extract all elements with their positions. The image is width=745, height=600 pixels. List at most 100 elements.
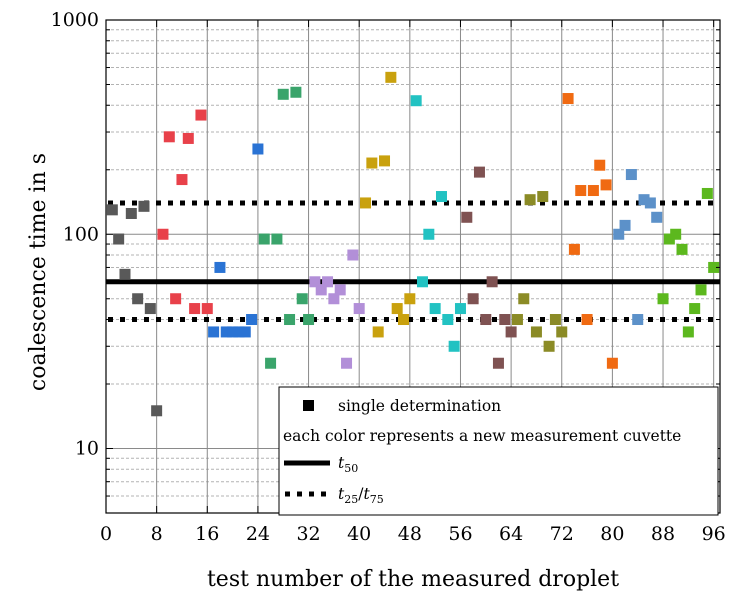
data-point-9-66: [518, 293, 530, 305]
data-point-10-76: [581, 314, 593, 326]
data-point-12-91: [676, 243, 688, 255]
data-point-2-16: [201, 303, 213, 315]
data-point-8-60: [480, 314, 492, 326]
data-point-9-70: [543, 340, 555, 352]
data-point-7-52: [429, 303, 441, 315]
data-point-3-19: [220, 326, 232, 338]
x-tick-label: 48: [398, 523, 422, 545]
data-point-2-11: [170, 293, 182, 305]
legend-t50-sub: 50: [344, 462, 358, 475]
data-point-4-29: [284, 314, 296, 326]
data-point-12-95: [701, 187, 713, 199]
data-point-1-1: [106, 204, 118, 216]
data-point-2-10: [163, 131, 175, 143]
legend-t25-symbol: t: [338, 485, 345, 503]
data-point-1-2: [113, 233, 125, 245]
legend: single determination each color represen…: [278, 386, 719, 516]
data-point-5-38: [341, 357, 353, 369]
data-point-7-51: [423, 228, 435, 240]
data-point-6-45: [385, 71, 397, 83]
data-point-12-90: [670, 228, 682, 240]
data-point-1-4: [125, 207, 137, 219]
data-point-11-82: [619, 219, 631, 231]
data-point-5-36: [328, 293, 340, 305]
data-point-11-86: [644, 197, 656, 209]
legend-label-t50: t50: [338, 454, 358, 475]
data-point-5-35: [322, 276, 334, 288]
data-point-3-20: [227, 326, 239, 338]
data-point-9-67: [524, 194, 536, 206]
data-point-2-12: [176, 174, 188, 186]
data-point-8-58: [467, 293, 479, 305]
data-point-10-78: [594, 159, 606, 171]
data-point-10-77: [587, 185, 599, 197]
data-point-11-87: [651, 211, 663, 223]
data-point-7-56: [454, 303, 466, 315]
legend-box: [278, 386, 719, 516]
data-point-11-83: [625, 169, 637, 181]
legend-label-single: single determination: [338, 397, 501, 415]
x-tick-label: 72: [550, 523, 574, 545]
data-point-4-28: [277, 88, 289, 100]
data-point-6-48: [404, 293, 416, 305]
x-tick-label: 32: [296, 523, 320, 545]
data-point-8-59: [473, 166, 485, 178]
data-point-7-54: [442, 314, 454, 326]
data-point-10-75: [575, 185, 587, 197]
x-tick-label: 24: [246, 523, 270, 545]
data-point-9-72: [556, 326, 568, 338]
data-point-3-18: [214, 261, 226, 273]
x-tick-label: 40: [347, 523, 371, 545]
data-point-6-46: [391, 303, 403, 315]
data-point-7-55: [448, 340, 460, 352]
data-point-10-80: [606, 357, 618, 369]
x-tick-label: 8: [151, 523, 163, 545]
data-point-11-81: [613, 228, 625, 240]
data-point-7-49: [410, 95, 422, 107]
data-point-12-96: [708, 261, 720, 273]
data-point-11-85: [638, 194, 650, 206]
data-point-10-79: [600, 179, 612, 191]
data-point-5-37: [334, 284, 346, 296]
data-point-1-6: [138, 200, 150, 212]
y-axis-title: coalescence time in s: [26, 153, 51, 391]
legend-t75-symbol: t: [363, 485, 370, 503]
data-point-4-27: [271, 233, 283, 245]
data-point-8-57: [461, 211, 473, 223]
data-point-5-39: [347, 249, 359, 261]
data-point-11-84: [632, 314, 644, 326]
data-point-6-44: [379, 155, 391, 167]
data-point-1-5: [132, 293, 144, 305]
data-point-5-40: [353, 303, 365, 315]
data-point-5-34: [315, 284, 327, 296]
data-point-2-13: [182, 132, 194, 144]
x-tick-label: 64: [499, 523, 523, 545]
y-tick-label: 10: [75, 438, 99, 460]
x-tick-label: 80: [600, 523, 624, 545]
data-point-10-73: [562, 93, 574, 105]
data-point-4-26: [265, 357, 277, 369]
legend-t25-sub: 25: [344, 493, 358, 506]
data-point-6-43: [372, 326, 384, 338]
legend-label-color-note: each color represents a new measurement …: [283, 427, 681, 445]
data-point-2-14: [189, 303, 201, 315]
data-point-3-22: [239, 326, 251, 338]
data-point-4-31: [296, 293, 308, 305]
data-point-9-68: [530, 326, 542, 338]
data-point-8-62: [492, 357, 504, 369]
data-point-4-32: [303, 314, 315, 326]
data-point-10-74: [568, 243, 580, 255]
data-point-8-63: [499, 314, 511, 326]
data-point-12-92: [682, 326, 694, 338]
tick-layer: 10 100 1000 0 8 16 24 32 40 48 56 64 72 80 88 96: [51, 9, 726, 545]
x-axis-title: test number of the measured droplet: [207, 567, 619, 592]
data-point-6-47: [398, 314, 410, 326]
data-point-1-7: [144, 303, 156, 315]
x-tick-label: 56: [448, 523, 472, 545]
data-point-1-3: [119, 268, 131, 280]
legend-t50-symbol: t: [338, 454, 345, 472]
data-point-8-64: [505, 326, 517, 338]
data-point-4-25: [258, 233, 270, 245]
legend-quartile-slash: /: [358, 485, 364, 503]
data-point-6-42: [366, 157, 378, 169]
